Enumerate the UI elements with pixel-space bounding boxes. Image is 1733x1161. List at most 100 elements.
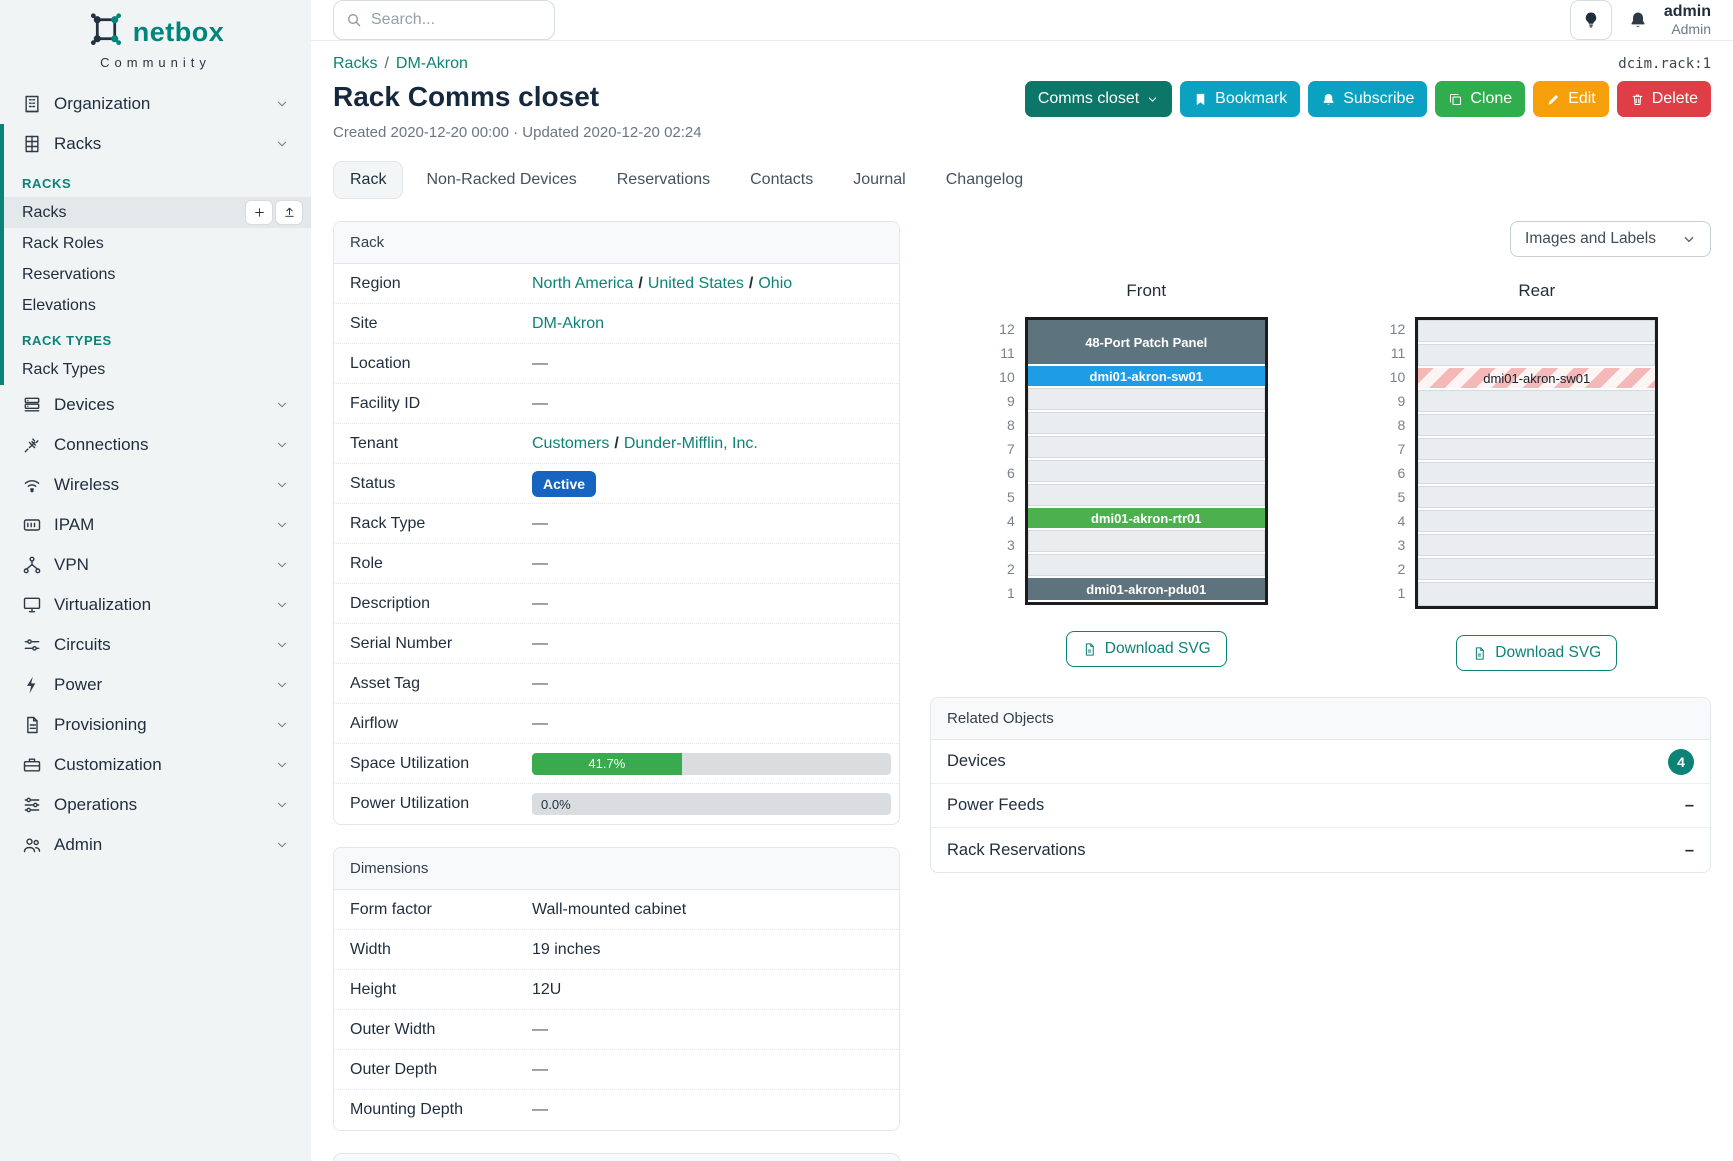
sidebar-item-organization[interactable]: Organization — [0, 84, 311, 124]
related-object-row[interactable]: Rack Reservations – — [931, 828, 1710, 872]
empty-value: — — [532, 554, 548, 572]
brand-subtitle: Community — [100, 55, 211, 70]
empty-rack-unit — [1418, 582, 1656, 606]
sidebar-subitem-reservations[interactable]: Reservations — [4, 259, 311, 290]
sidebar-item-admin[interactable]: Admin — [0, 825, 311, 865]
empty-rack-unit — [1418, 462, 1656, 486]
sidebar-item-ipam[interactable]: IPAM — [0, 505, 311, 545]
subscribe-button[interactable]: Subscribe — [1308, 81, 1428, 117]
value-link[interactable]: United States — [647, 274, 744, 292]
related-object-row[interactable]: Power Feeds – — [931, 784, 1710, 828]
tab-contacts[interactable]: Contacts — [750, 171, 814, 188]
left-column: Rack Region North America / United States / O… — [333, 221, 900, 1161]
tab-changelog[interactable]: Changelog — [945, 171, 1024, 188]
edit-button[interactable]: Edit — [1533, 81, 1609, 117]
unit-number: 7 — [1006, 441, 1015, 457]
empty-rack-unit — [1418, 510, 1656, 534]
chevron-down-icon — [275, 838, 289, 852]
dimensions-panel-title: Dimensions — [334, 848, 899, 890]
unit-number: 10 — [999, 369, 1015, 385]
rack-device[interactable]: dmi01-akron-sw01 — [1027, 366, 1265, 388]
sidebar-subitem-elevations[interactable]: Elevations — [4, 290, 311, 321]
attribute-label: Site — [350, 314, 378, 332]
search-box[interactable] — [333, 0, 555, 40]
sidebar-group-heading: RACKS — [22, 176, 72, 191]
sidebar-subitem-rack-types[interactable]: Rack Types — [4, 354, 311, 385]
page-title: Rack Comms closet — [333, 81, 600, 112]
plus-button[interactable] — [245, 200, 273, 225]
elevation-view-label: Images and Labels — [1525, 230, 1656, 247]
breadcrumb-link[interactable]: Racks — [333, 55, 378, 72]
lookup-button[interactable]: Comms closet — [1024, 81, 1173, 117]
sidebar-item-operations[interactable]: Operations — [0, 785, 311, 825]
elevation-view-selector[interactable]: Images and Labels — [1510, 221, 1711, 257]
sidebar-item-devices[interactable]: Devices — [0, 385, 311, 425]
attribute-value: — — [532, 1101, 883, 1119]
bookmark-button[interactable]: Bookmark — [1180, 81, 1301, 117]
value-link[interactable]: DM-Akron — [532, 314, 605, 332]
tab-rack[interactable]: Rack — [333, 161, 404, 199]
attribute-label: Rack Type — [350, 514, 426, 532]
value-link[interactable]: Ohio — [758, 274, 793, 292]
sidebar-item-wireless[interactable]: Wireless — [0, 465, 311, 505]
search-input[interactable] — [371, 11, 542, 29]
notifications-bell-icon[interactable] — [1628, 10, 1648, 30]
tab-reservations[interactable]: Reservations — [616, 171, 711, 188]
user-menu[interactable]: admin Admin — [1664, 3, 1711, 37]
netbox-logo[interactable]: netbox Community — [0, 0, 311, 84]
attribute-value: Active — [532, 470, 883, 497]
empty-value: — — [532, 714, 548, 732]
tab-non-racked-devices[interactable]: Non-Racked Devices — [426, 171, 577, 188]
sidebar: netbox Community Organization Racks RACKS R… — [0, 0, 311, 1161]
download-svg-button[interactable]: Download SVG — [1065, 631, 1227, 667]
theme-toggle-button[interactable] — [1569, 0, 1612, 40]
chevron-down-icon — [1146, 93, 1159, 106]
value-link[interactable]: North America — [532, 274, 634, 292]
rack-device[interactable]: dmi01-akron-sw01 — [1418, 368, 1656, 390]
rack-device[interactable]: dmi01-akron-rtr01 — [1027, 508, 1265, 530]
sidebar-item-circuits[interactable]: Circuits — [0, 625, 311, 665]
rack-device[interactable]: 48-Port Patch Panel — [1027, 320, 1265, 366]
value-link[interactable]: Customers — [532, 434, 610, 452]
sidebar-item-label: Wireless — [54, 475, 120, 494]
attribute-value: — — [532, 715, 883, 733]
related-object-row[interactable]: Devices 4 — [931, 740, 1710, 784]
attribute-value: — — [532, 595, 883, 613]
tab-journal[interactable]: Journal — [853, 171, 906, 188]
breadcrumb-link[interactable]: DM-Akron — [395, 55, 468, 72]
rack-device[interactable]: dmi01-akron-pdu01 — [1027, 578, 1265, 600]
chevron-down-icon — [275, 558, 289, 572]
sidebar-item-label: Connections — [54, 435, 149, 454]
attribute-row: Outer Width — — [334, 1010, 899, 1050]
attribute-row: Airflow — — [334, 704, 899, 744]
sidebar-item-label: IPAM — [54, 515, 95, 534]
empty-rack-unit — [1027, 484, 1265, 508]
attribute-value: Wall-mounted cabinet — [532, 900, 687, 918]
sidebar-subitem-racks[interactable]: Racks — [4, 197, 311, 228]
button-label: Clone — [1470, 90, 1513, 107]
sidebar-item-power[interactable]: Power — [0, 665, 311, 705]
sidebar-item-virtualization[interactable]: Virtualization — [0, 585, 311, 625]
upload-button[interactable] — [275, 200, 303, 225]
sidebar-item-label: Circuits — [54, 635, 111, 654]
download-svg-button[interactable]: Download SVG — [1456, 635, 1618, 671]
sidebar-item-racks[interactable]: Racks — [4, 124, 311, 164]
unit-number: 3 — [1006, 537, 1015, 553]
sidebar-subitem-rack-roles[interactable]: Rack Roles — [4, 228, 311, 259]
attribute-value: North America / United States / Ohio — [532, 275, 883, 293]
bolt-icon — [22, 675, 42, 695]
attribute-row: Serial Number — — [334, 624, 899, 664]
unit-number: 11 — [1000, 345, 1015, 361]
clone-button[interactable]: Clone — [1435, 81, 1526, 117]
elevation-title: Front — [1126, 281, 1167, 300]
delete-button[interactable]: Delete — [1616, 81, 1711, 117]
sidebar-item-provisioning[interactable]: Provisioning — [0, 705, 311, 745]
sidebar-item-label: Operations — [54, 795, 138, 814]
user-role: Admin — [1671, 21, 1711, 38]
sidebar-item-connections[interactable]: Connections — [0, 425, 311, 465]
unit-number-column: 12 11 10 9 8 7 6 5 4 3 2 1 — [1373, 317, 1407, 609]
value-link[interactable]: Dunder-Mifflin, Inc. — [623, 434, 758, 452]
sidebar-item-vpn[interactable]: VPN — [0, 545, 311, 585]
sidebar-item-customization[interactable]: Customization — [0, 745, 311, 785]
unit-number: 6 — [1397, 465, 1406, 481]
